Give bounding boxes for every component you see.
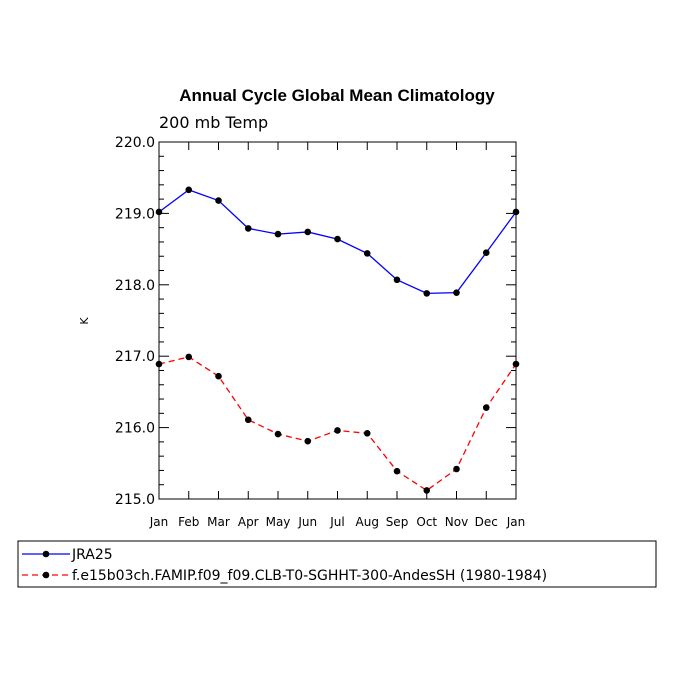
data-point	[453, 465, 460, 473]
data-point	[304, 437, 312, 445]
data-point	[393, 467, 401, 475]
legend: JRA25 f.e15b03ch.FAMIP.f09_f09.CLB-T0-SGH…	[17, 540, 657, 588]
x-tick-label: Dec	[475, 515, 498, 529]
data-point	[363, 250, 371, 257]
data-point	[215, 197, 222, 204]
legend-label-2: f.e15b03ch.FAMIP.f09_f09.CLB-T0-SGHHT-30…	[72, 568, 547, 584]
x-tick-label: Oct	[416, 515, 437, 529]
data-point	[512, 360, 520, 368]
data-point	[482, 249, 490, 256]
data-point	[393, 276, 401, 284]
data-point	[334, 235, 341, 243]
x-tick-label: Nov	[445, 515, 468, 529]
data-point	[482, 404, 490, 411]
series-layer	[155, 186, 520, 494]
plot-frame	[158, 141, 517, 500]
data-point	[244, 416, 252, 424]
series-line-2	[158, 356, 517, 492]
legend-label-1: JRA25	[71, 547, 113, 563]
legend-box	[17, 540, 657, 588]
x-tick-label: May	[266, 515, 291, 529]
data-point	[155, 208, 163, 216]
x-tick-label: Jul	[329, 515, 344, 529]
data-point	[423, 290, 431, 297]
data-point	[185, 186, 193, 194]
data-point	[274, 430, 282, 438]
data-point	[155, 360, 163, 368]
y-tick-label: 216.0	[115, 421, 155, 437]
y-tick-label: 218.0	[115, 278, 155, 294]
data-point	[274, 230, 282, 238]
x-tick-label: Sep	[386, 515, 409, 529]
x-tick-label: Aug	[356, 515, 379, 529]
data-point	[334, 427, 341, 434]
data-point	[453, 289, 460, 296]
data-point	[244, 225, 252, 232]
chart-title: Annual Cycle Global Mean Climatology	[179, 86, 495, 105]
legend-marker-1	[42, 550, 50, 558]
legend-marker-2	[42, 571, 50, 579]
y-tick-label: 219.0	[115, 206, 155, 222]
y-tick-label: 220.0	[115, 135, 155, 151]
data-point	[423, 487, 431, 494]
data-point	[304, 228, 312, 236]
x-tick-label: Apr	[238, 515, 259, 529]
x-tick-label: Mar	[207, 515, 230, 529]
x-tick-label: Jan	[149, 515, 169, 529]
x-tick-label: Feb	[178, 515, 199, 529]
x-tick-label: Jan	[506, 515, 526, 529]
x-tick-label: Jun	[297, 515, 317, 529]
y-axis-label: K	[78, 317, 91, 325]
axis-layer: Jan Feb Mar Apr May Jun Jul Aug Sep Oct Nov Dec Jan 2…	[115, 135, 525, 529]
y-tick-label: 215.0	[115, 492, 155, 508]
data-point	[185, 353, 193, 361]
y-tick-label: 217.0	[115, 349, 155, 365]
data-point	[363, 430, 371, 437]
data-point	[512, 208, 520, 216]
data-point	[215, 372, 222, 380]
chart-subtitle: 200 mb Temp	[159, 113, 268, 132]
